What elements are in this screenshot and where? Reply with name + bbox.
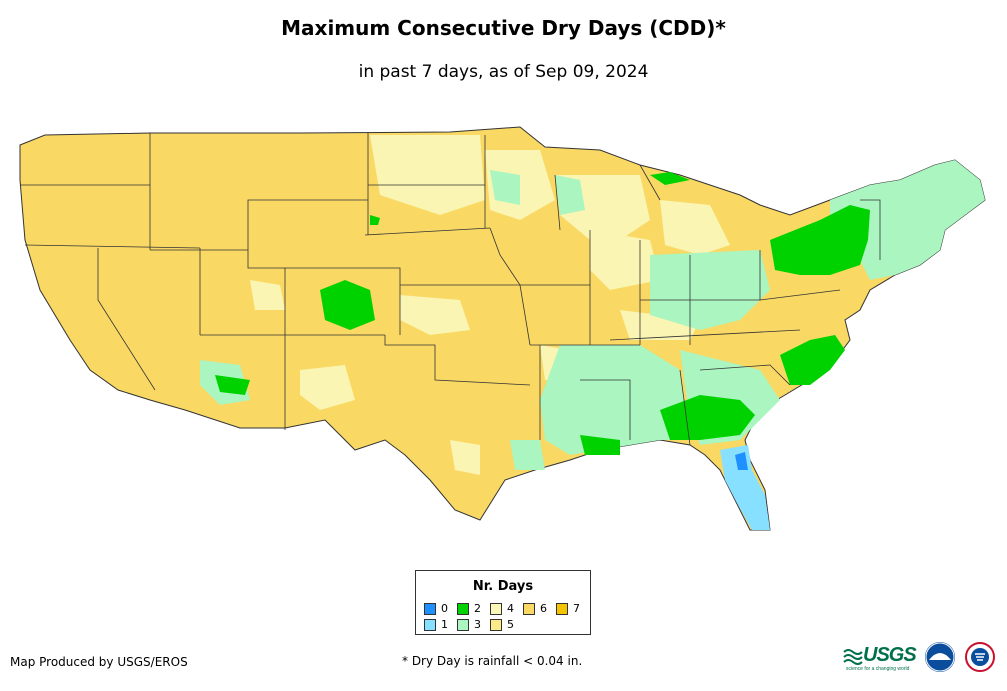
us-dry-days-map — [19, 126, 986, 531]
usgs-wave-icon — [843, 648, 863, 665]
legend-item-4: 4 — [490, 602, 514, 615]
dry-0-days-patch — [735, 452, 748, 470]
legend-item-3: 3 — [457, 618, 481, 631]
map-title: Maximum Consecutive Dry Days (CDD)* — [281, 16, 726, 40]
legend-item-7: 7 — [556, 602, 580, 615]
nws-tornado-icon — [971, 648, 989, 666]
legend-swatch-5 — [490, 618, 502, 631]
usgs-tagline: science for a changing world — [846, 666, 910, 672]
legend-grid: 0 1 2 3 4 5 6 7 — [424, 602, 589, 634]
noaa-bird-icon — [925, 642, 955, 672]
usgs-logo: USGS — [843, 644, 917, 667]
map-subtitle: in past 7 days, as of Sep 09, 2024 — [358, 62, 649, 82]
legend: Nr. Days 0 1 2 3 4 5 6 7 — [415, 570, 591, 635]
legend-title: Nr. Days — [472, 579, 534, 594]
legend-item-1: 1 — [424, 618, 448, 631]
legend-swatch-2 — [457, 602, 469, 615]
dry-day-note: * Dry Day is rainfall < 0.04 in. — [402, 654, 583, 668]
dry-1-day-florida — [720, 445, 770, 530]
nws-logo — [965, 642, 995, 672]
legend-swatch-3 — [457, 618, 469, 631]
legend-swatch-0 — [424, 602, 436, 615]
dry-2-days-regions — [215, 172, 870, 455]
legend-item-2: 2 — [457, 602, 481, 615]
state-borders — [20, 133, 881, 446]
legend-item-5: 5 — [490, 618, 514, 631]
legend-swatch-7 — [556, 602, 568, 615]
noaa-logo — [925, 642, 955, 672]
dry-5-4-days-patches — [250, 135, 730, 475]
legend-swatch-1 — [424, 618, 436, 631]
legend-swatch-6 — [523, 602, 535, 615]
legend-swatch-4 — [490, 602, 502, 615]
legend-item-6: 6 — [523, 602, 547, 615]
legend-item-0: 0 — [424, 602, 448, 615]
credit-text: Map Produced by USGS/EROS — [10, 655, 188, 669]
